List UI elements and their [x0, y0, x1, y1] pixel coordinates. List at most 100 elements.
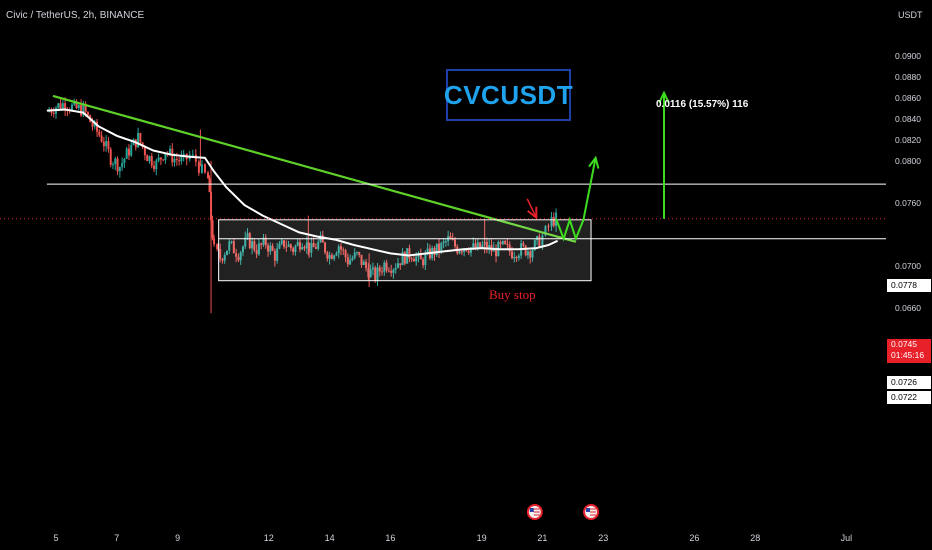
- candle-body: [346, 257, 349, 265]
- moving-average-line: [46, 108, 559, 257]
- candle-body: [541, 235, 544, 248]
- candle-body: [454, 239, 456, 247]
- time-tick-label: 12: [264, 533, 274, 543]
- candle-body: [77, 105, 80, 109]
- candle-body: [283, 240, 285, 247]
- candle-body: [476, 242, 479, 250]
- candle-body: [148, 156, 151, 162]
- candle-body: [536, 236, 539, 241]
- candle-body: [495, 248, 498, 257]
- candle-body: [340, 246, 342, 250]
- candle-body: [344, 250, 347, 258]
- candle-body: [219, 249, 222, 259]
- candle-body: [314, 247, 317, 249]
- candle-body: [146, 155, 149, 162]
- candle-body: [82, 103, 85, 116]
- candle-body: [59, 103, 62, 109]
- candle-body: [412, 258, 415, 262]
- candle-body: [415, 256, 418, 262]
- candle-body: [197, 161, 200, 173]
- candle-body: [130, 144, 133, 156]
- candle-body: [426, 248, 429, 254]
- time-tick-label: 14: [325, 533, 335, 543]
- candle-body: [424, 253, 427, 266]
- candle-body: [499, 242, 502, 244]
- candle-body: [246, 233, 249, 238]
- candle-body: [255, 250, 258, 255]
- candle-body: [301, 247, 304, 250]
- current-price-label: 0.0745 01:45:16: [887, 339, 931, 363]
- candle-body: [444, 241, 447, 243]
- candle-body: [294, 245, 297, 253]
- time-tick-label: 21: [537, 533, 547, 543]
- candle-body: [137, 133, 140, 148]
- candle-body: [123, 158, 126, 163]
- candle-body: [289, 244, 292, 249]
- candle-body: [526, 251, 529, 256]
- buy-stop-arrow: [526, 198, 538, 220]
- candle-body: [438, 243, 441, 252]
- candle-body: [488, 244, 491, 250]
- candle-body: [463, 248, 466, 252]
- candle-body: [305, 242, 308, 249]
- candle-body: [139, 133, 142, 143]
- candle-body: [458, 251, 461, 254]
- candle-body: [403, 252, 406, 264]
- candle-body: [533, 240, 536, 250]
- candle-body: [50, 110, 53, 113]
- candle-body: [351, 258, 354, 261]
- candle-body: [271, 245, 274, 251]
- price-tick-label: 0.0840: [895, 114, 921, 124]
- time-tick-label: 26: [689, 533, 699, 543]
- candle-body: [460, 251, 463, 253]
- price-tick-label: 0.0700: [895, 261, 921, 271]
- time-tick-label: 9: [175, 533, 180, 543]
- candle-body: [469, 247, 472, 253]
- candle-body: [467, 250, 470, 253]
- time-tick-label: 5: [53, 533, 58, 543]
- candle-body: [358, 252, 361, 255]
- candle-body: [440, 243, 443, 252]
- candle-body: [84, 103, 87, 112]
- candle-body: [324, 242, 327, 253]
- candle-body: [244, 237, 247, 247]
- candle-body: [383, 262, 386, 272]
- candle-body: [91, 122, 94, 127]
- ticker-box: CVCUSDT: [444, 69, 573, 121]
- candle-body: [253, 241, 256, 251]
- candle-body: [223, 254, 226, 261]
- candle-body: [529, 251, 532, 258]
- time-tick-label: 28: [750, 533, 760, 543]
- candle-body: [492, 248, 495, 252]
- candle-body: [251, 241, 254, 249]
- candle-body: [75, 101, 78, 109]
- time-axis: 5 7 9 12 14 16 19 21 23 26 28 Jul: [53, 533, 852, 543]
- candle-body: [387, 270, 390, 272]
- candle-body: [390, 270, 393, 273]
- candle-body: [335, 253, 338, 256]
- candle-countdown: 01:45:16: [891, 350, 925, 360]
- candle-body: [73, 101, 76, 105]
- current-price-value: 0.0745: [891, 339, 917, 349]
- candle-body: [102, 141, 105, 147]
- time-tick-label: 23: [598, 533, 608, 543]
- candle-body: [267, 245, 270, 252]
- candle-body: [442, 241, 445, 244]
- candle-body: [524, 245, 527, 256]
- candle-body: [360, 254, 363, 265]
- candle-body: [485, 241, 488, 250]
- us-flag-icon: [583, 504, 600, 520]
- currency-label: USDT: [898, 10, 923, 20]
- candle-body: [410, 258, 413, 260]
- candle-body: [435, 243, 438, 255]
- candle-body: [522, 243, 525, 246]
- time-tick-label: 19: [477, 533, 487, 543]
- candle-body: [239, 252, 242, 261]
- candle-body: [257, 243, 260, 255]
- candle-body: [57, 103, 60, 108]
- candle-body: [449, 236, 452, 240]
- candle-body: [369, 269, 372, 278]
- candle-body: [264, 237, 267, 246]
- target-arrowhead: [658, 90, 670, 104]
